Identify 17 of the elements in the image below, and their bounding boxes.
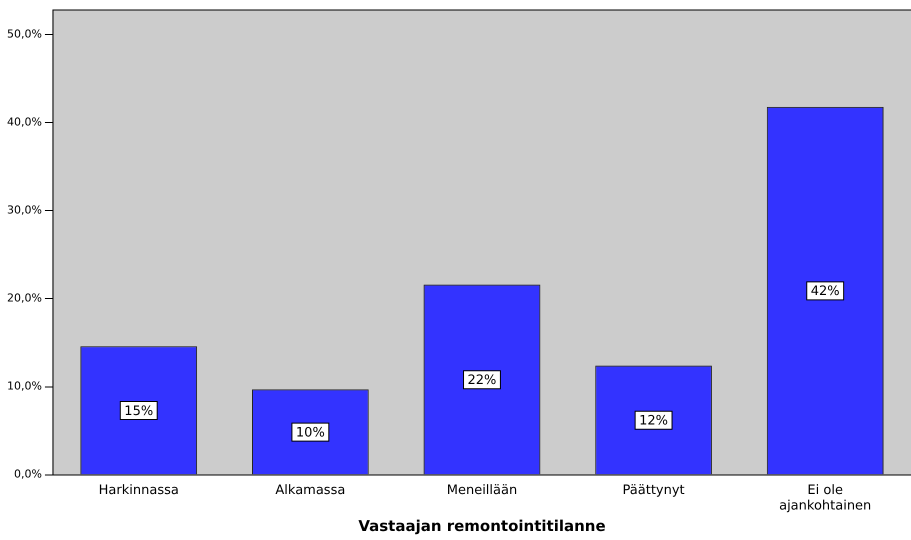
y-tick-label: 0,0% xyxy=(14,468,42,481)
x-tick-label: Ei ole ajankohtainen xyxy=(779,482,872,514)
y-tick-label: 10,0% xyxy=(6,380,42,393)
data-label: 10% xyxy=(296,425,325,440)
x-tick-label: Harkinnassa xyxy=(98,482,179,498)
y-tick-label: 20,0% xyxy=(6,292,42,305)
data-label: 42% xyxy=(810,284,840,300)
x-tick-label: Alkamassa xyxy=(275,482,346,498)
y-tick-label: 50,0% xyxy=(6,28,42,41)
x-tick-label: Meneillään xyxy=(446,482,518,498)
x-tick-label: Päättynyt xyxy=(622,482,685,498)
data-label: 22% xyxy=(468,373,496,388)
x-axis-title: Vastaajan remontointitilanne xyxy=(358,516,606,535)
y-tick-label: 40,0% xyxy=(6,116,42,129)
data-label: 15% xyxy=(124,404,154,419)
data-label: 12% xyxy=(639,414,668,429)
y-tick-label: 30,0% xyxy=(6,204,42,217)
